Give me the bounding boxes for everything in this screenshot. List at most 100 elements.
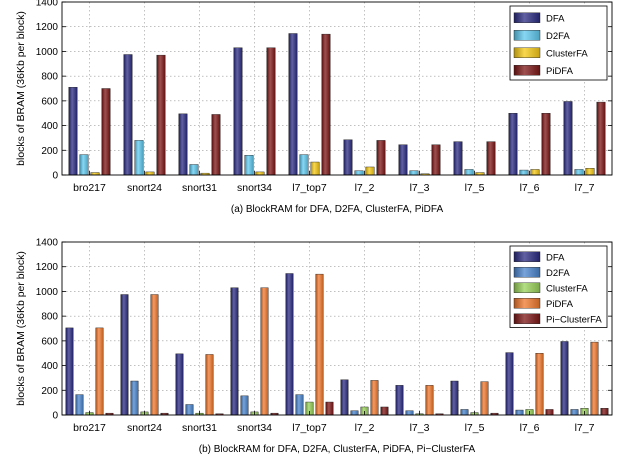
bar-clusterfa xyxy=(365,166,375,176)
legend-label: ClusterFA xyxy=(546,283,588,294)
legend-label: PiDFA xyxy=(546,66,574,77)
bar-pidfa xyxy=(590,341,599,416)
legend-label: DFA xyxy=(546,252,565,263)
bar-d2fa xyxy=(515,409,524,416)
x-tick-label: l7_7 xyxy=(575,182,595,194)
legend-label: D2FA xyxy=(546,31,570,42)
bar-pidfa xyxy=(150,294,159,416)
x-tick-label: snort34 xyxy=(237,422,272,434)
bar-d2fa xyxy=(295,394,304,416)
y-tick-label: 1000 xyxy=(36,47,59,58)
legend-swatch xyxy=(513,313,541,324)
bar-dfa xyxy=(450,380,459,416)
bar-d2fa xyxy=(574,169,584,176)
bar-pidfa xyxy=(156,54,166,176)
bar-d2fa xyxy=(240,395,249,416)
bar-d2fa xyxy=(570,409,579,416)
bar-dfa xyxy=(288,33,298,176)
x-tick-label: l7_6 xyxy=(520,422,540,434)
y-tick-label: 800 xyxy=(41,72,58,83)
legend-label: Pi−ClusterFA xyxy=(546,314,602,325)
y-tick-label: 0 xyxy=(52,171,58,182)
y-tick-label: 800 xyxy=(41,312,58,323)
legend-label: DFA xyxy=(546,13,565,24)
bar-d2fa xyxy=(519,169,529,176)
bar-dfa xyxy=(120,294,129,416)
y-tick-label: 1200 xyxy=(36,22,59,33)
chart-caption: (a) BlockRAM for DFA, D2FA, ClusterFA, P… xyxy=(231,204,444,215)
bar-pidfa xyxy=(95,327,104,416)
bar-pidfa xyxy=(260,287,269,416)
bar-pi-clusterfa xyxy=(545,409,554,416)
bar-d2fa xyxy=(130,380,139,416)
bar-dfa xyxy=(175,353,184,416)
bar-pidfa xyxy=(376,140,386,176)
plot-frame xyxy=(61,241,613,416)
bar-d2fa xyxy=(185,404,194,416)
bar-dfa xyxy=(178,113,188,176)
legend-swatch xyxy=(513,282,541,293)
bar-pidfa xyxy=(205,354,214,416)
y-tick-label: 200 xyxy=(41,386,58,397)
bar-pidfa xyxy=(425,385,434,416)
bar-dfa xyxy=(395,385,404,416)
bar-dfa xyxy=(340,379,349,416)
bar-clusterfa xyxy=(310,161,320,176)
bar-dfa xyxy=(560,341,569,416)
legend: DFA D2FA ClusterFA PiDFA Pi−ClusterFA xyxy=(509,245,608,328)
y-axis-label: blocks of BRAM (36Kb per block) xyxy=(15,11,27,166)
legend-swatch xyxy=(513,30,541,41)
bar-pidfa xyxy=(101,88,111,176)
bar-pi-clusterfa xyxy=(380,406,389,416)
bar-d2fa xyxy=(244,155,254,176)
bar-pidfa xyxy=(370,380,379,416)
bar-dfa xyxy=(398,144,408,176)
bar-d2fa xyxy=(460,409,469,416)
chart-caption: (b) BlockRAM for DFA, D2FA, ClusterFA, P… xyxy=(199,444,476,455)
legend-swatch xyxy=(513,12,541,23)
y-tick-label: 1400 xyxy=(36,238,59,249)
bar-pidfa xyxy=(541,113,551,176)
y-tick-label: 400 xyxy=(41,361,58,372)
bar-pidfa xyxy=(486,141,496,176)
bar-pidfa xyxy=(211,114,221,176)
x-tick-label: l7_top7 xyxy=(292,182,327,194)
x-tick-label: snort34 xyxy=(237,182,272,194)
bar-d2fa xyxy=(75,394,84,416)
y-tick-label: 600 xyxy=(41,336,58,347)
bar-pidfa xyxy=(535,353,544,416)
plot-frame xyxy=(61,1,613,176)
bar-pidfa xyxy=(480,381,489,416)
bar-dfa xyxy=(508,113,518,176)
bar-d2fa xyxy=(350,410,359,416)
bar-pidfa xyxy=(266,47,276,176)
y-tick-label: 1200 xyxy=(36,262,59,273)
y-tick-label: 0 xyxy=(52,411,58,422)
bar-pidfa xyxy=(321,33,331,176)
x-tick-label: l7_3 xyxy=(410,422,430,434)
y-tick-label: 1400 xyxy=(36,0,59,9)
bar-clusterfa xyxy=(255,171,265,176)
legend-label: PiDFA xyxy=(546,299,574,310)
x-tick-label: bro217 xyxy=(73,182,106,194)
x-tick-label: snort31 xyxy=(182,182,217,194)
chart-panel-a: 0 200 400 600 800 1000 1200 1400 bro217 snort24 sn… xyxy=(15,0,613,215)
legend-swatch xyxy=(513,298,541,309)
legend-swatch xyxy=(513,267,541,278)
bar-pi-clusterfa xyxy=(600,408,609,416)
bar-pidfa xyxy=(315,273,324,416)
y-tick-label: 1000 xyxy=(36,287,59,298)
bar-d2fa xyxy=(354,170,364,176)
x-tick-label: l7_7 xyxy=(575,422,595,434)
bar-dfa xyxy=(285,273,294,416)
bar-clusterfa xyxy=(585,168,595,176)
bar-pidfa xyxy=(431,144,441,176)
bar-pidfa xyxy=(596,101,606,176)
y-tick-label: 400 xyxy=(41,121,58,132)
legend: DFA D2FA ClusterFA PiDFA xyxy=(509,5,608,81)
legend-swatch xyxy=(513,47,541,58)
x-tick-label: l7_5 xyxy=(465,422,485,434)
bar-dfa xyxy=(230,287,239,416)
legend-swatch xyxy=(513,65,541,76)
x-tick-label: l7_5 xyxy=(465,182,485,194)
